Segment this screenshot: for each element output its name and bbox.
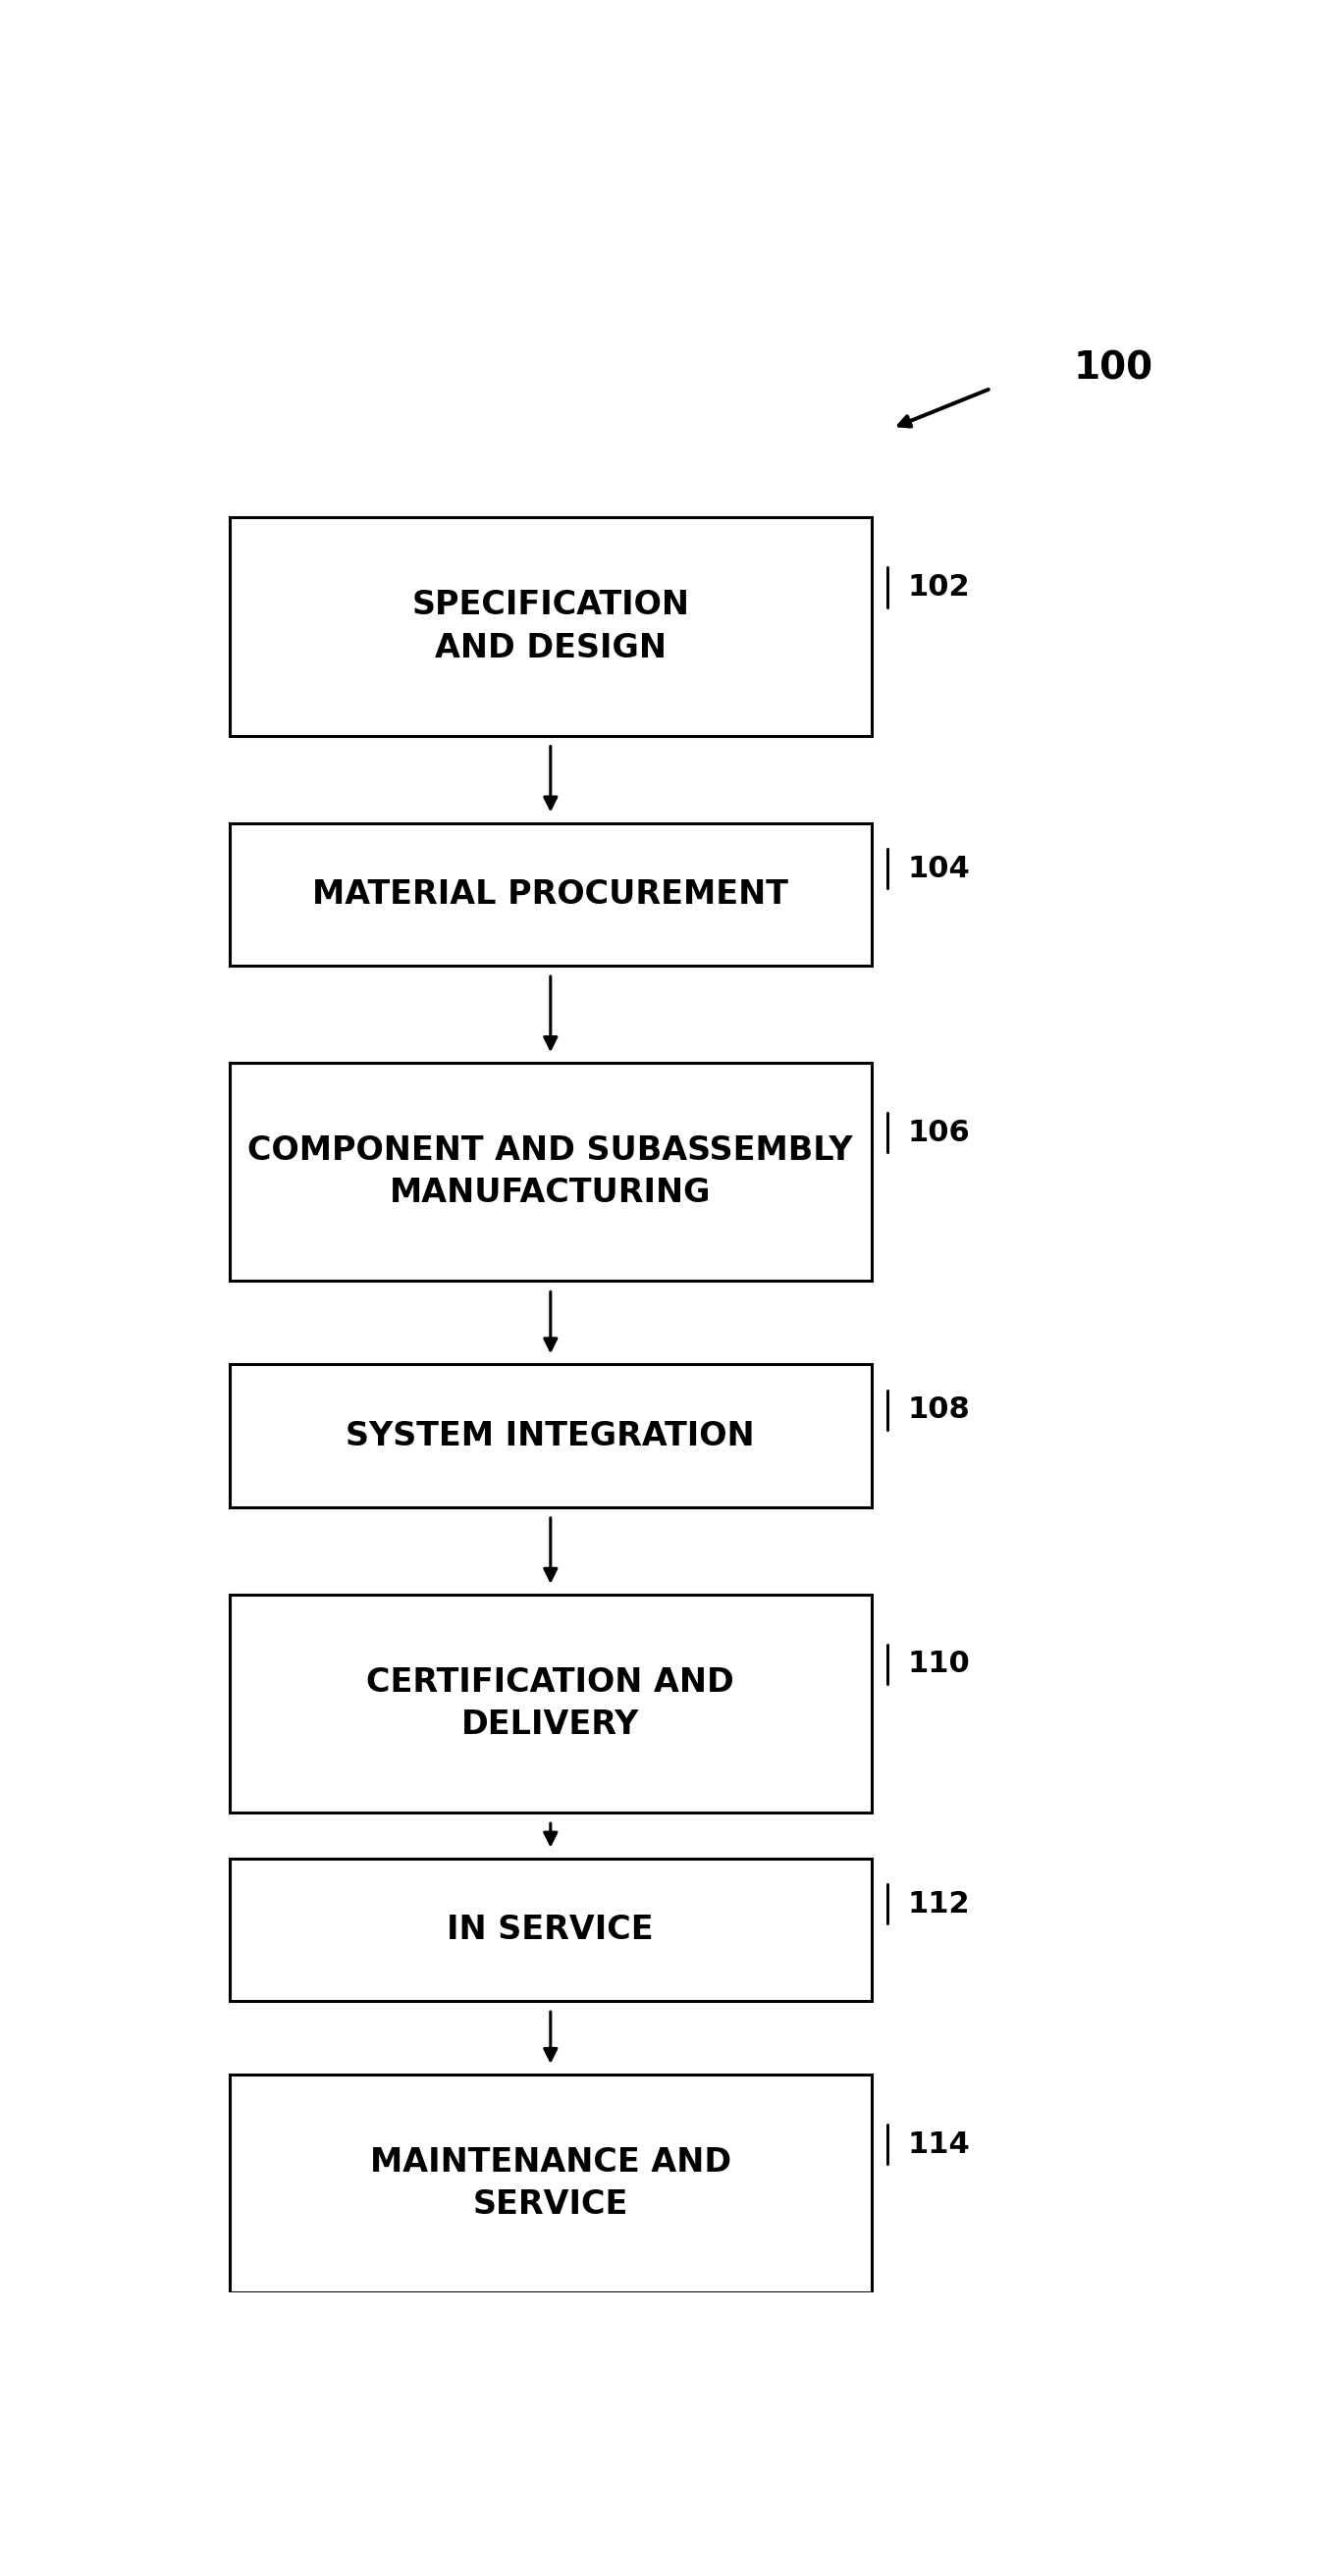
Text: 102: 102 xyxy=(908,572,971,600)
Bar xyxy=(230,822,872,966)
Text: 106: 106 xyxy=(908,1118,971,1146)
Text: SPECIFICATION
AND DESIGN: SPECIFICATION AND DESIGN xyxy=(412,590,690,665)
Text: 112: 112 xyxy=(908,1891,971,1919)
Bar xyxy=(230,1595,872,1814)
Text: MAINTENANCE AND
SERVICE: MAINTENANCE AND SERVICE xyxy=(370,2146,731,2221)
Text: IN SERVICE: IN SERVICE xyxy=(447,1914,654,1945)
Text: CERTIFICATION AND
DELIVERY: CERTIFICATION AND DELIVERY xyxy=(366,1667,734,1741)
Text: 110: 110 xyxy=(908,1651,971,1680)
Bar xyxy=(230,518,872,737)
Text: MATERIAL PROCUREMENT: MATERIAL PROCUREMENT xyxy=(313,878,789,909)
Text: 108: 108 xyxy=(908,1396,971,1425)
Text: COMPONENT AND SUBASSEMBLY
MANUFACTURING: COMPONENT AND SUBASSEMBLY MANUFACTURING xyxy=(247,1133,853,1211)
Bar xyxy=(230,2074,872,2293)
Text: 104: 104 xyxy=(908,855,971,884)
Bar xyxy=(230,1064,872,1280)
Text: 100: 100 xyxy=(1074,350,1154,386)
Bar xyxy=(230,1365,872,1507)
Text: SYSTEM INTEGRATION: SYSTEM INTEGRATION xyxy=(346,1419,755,1453)
Text: 114: 114 xyxy=(908,2130,971,2159)
Bar xyxy=(230,1857,872,2002)
